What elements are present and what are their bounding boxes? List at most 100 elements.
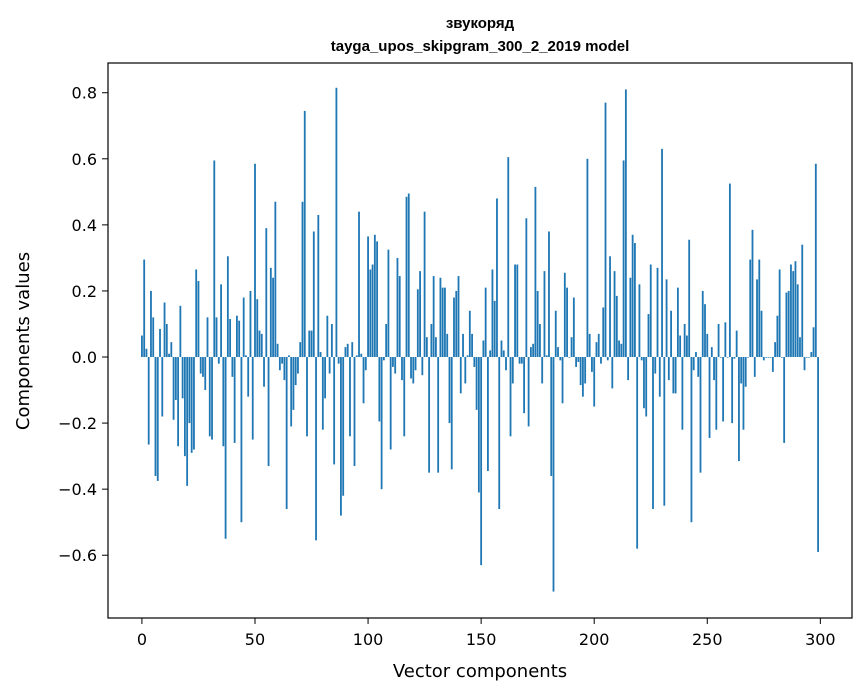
bar <box>615 295 618 358</box>
bar <box>579 357 582 386</box>
bar <box>330 323 333 358</box>
bar <box>333 357 336 465</box>
bar <box>611 357 614 389</box>
bar <box>568 357 571 358</box>
bar <box>256 299 259 358</box>
bar <box>453 297 455 358</box>
bar <box>254 163 256 358</box>
bar <box>410 357 412 379</box>
bar <box>315 357 317 541</box>
bar <box>351 342 354 358</box>
bar <box>747 357 749 358</box>
bar <box>444 287 446 358</box>
bar <box>412 357 415 384</box>
bar <box>803 357 806 371</box>
bar <box>738 357 740 462</box>
bar <box>174 357 177 400</box>
bar <box>529 347 532 358</box>
bar <box>509 357 512 437</box>
bar <box>168 353 170 358</box>
bar <box>288 355 290 358</box>
bar <box>606 357 609 361</box>
bar <box>780 357 783 358</box>
bar <box>658 357 661 397</box>
bar <box>774 342 777 358</box>
bar <box>455 290 458 358</box>
bar <box>206 317 209 358</box>
bar <box>407 193 410 358</box>
x-axis-ticks: 0 50 100 150 200 250 300 <box>137 618 836 649</box>
bar <box>554 310 557 358</box>
bar <box>581 357 584 397</box>
bar <box>670 310 672 358</box>
bar <box>358 211 360 358</box>
bar <box>796 284 799 358</box>
bar <box>312 231 315 358</box>
bar-series <box>141 87 819 592</box>
bar <box>269 267 272 358</box>
bar <box>233 357 236 443</box>
bar <box>342 357 345 496</box>
bar <box>462 333 464 358</box>
bar <box>545 355 548 358</box>
bar <box>710 347 713 358</box>
bar <box>595 342 598 358</box>
bar <box>577 357 580 362</box>
bar <box>335 87 338 358</box>
bar <box>324 357 326 399</box>
bar <box>600 357 602 364</box>
bar <box>667 357 670 381</box>
y-axis-ticks: −0.6 −0.4 −0.2 0.0 0.2 0.4 0.6 0.8 <box>58 84 108 565</box>
bar <box>473 357 476 367</box>
bar <box>306 357 308 437</box>
bar <box>283 357 286 381</box>
bar <box>735 330 738 358</box>
bar <box>790 264 792 358</box>
bar <box>742 357 745 430</box>
bar <box>439 277 442 358</box>
bar <box>382 357 385 361</box>
bar <box>541 357 544 384</box>
bar <box>344 347 347 358</box>
bar <box>446 333 449 358</box>
bar <box>566 287 568 358</box>
bar <box>430 323 433 358</box>
bar <box>211 357 213 440</box>
bar <box>561 357 564 404</box>
bar <box>812 327 815 358</box>
bar <box>392 357 394 367</box>
bar <box>459 357 462 394</box>
bar <box>285 357 288 509</box>
bar <box>609 256 611 358</box>
bar <box>647 314 650 358</box>
bar <box>346 343 349 358</box>
bar <box>640 357 643 361</box>
bar <box>405 196 408 358</box>
bar <box>719 357 722 358</box>
bar <box>586 158 589 358</box>
bar <box>557 347 559 358</box>
bar <box>204 357 207 391</box>
bar <box>145 348 148 358</box>
bar <box>744 357 747 387</box>
bar <box>414 357 417 371</box>
bar <box>480 357 483 566</box>
bar <box>656 267 659 358</box>
bar <box>190 357 193 453</box>
bar <box>464 357 467 384</box>
bar <box>572 297 575 358</box>
bar <box>482 340 485 358</box>
bar <box>604 102 607 358</box>
bar <box>294 357 297 386</box>
bar <box>511 357 514 384</box>
bar <box>532 343 535 358</box>
bar <box>193 357 195 450</box>
bar <box>801 244 804 358</box>
bar <box>627 357 630 381</box>
bar <box>197 281 200 358</box>
bar <box>665 279 668 358</box>
bar <box>401 357 403 381</box>
bar <box>220 284 222 358</box>
bar <box>364 357 367 371</box>
bar <box>394 357 397 374</box>
